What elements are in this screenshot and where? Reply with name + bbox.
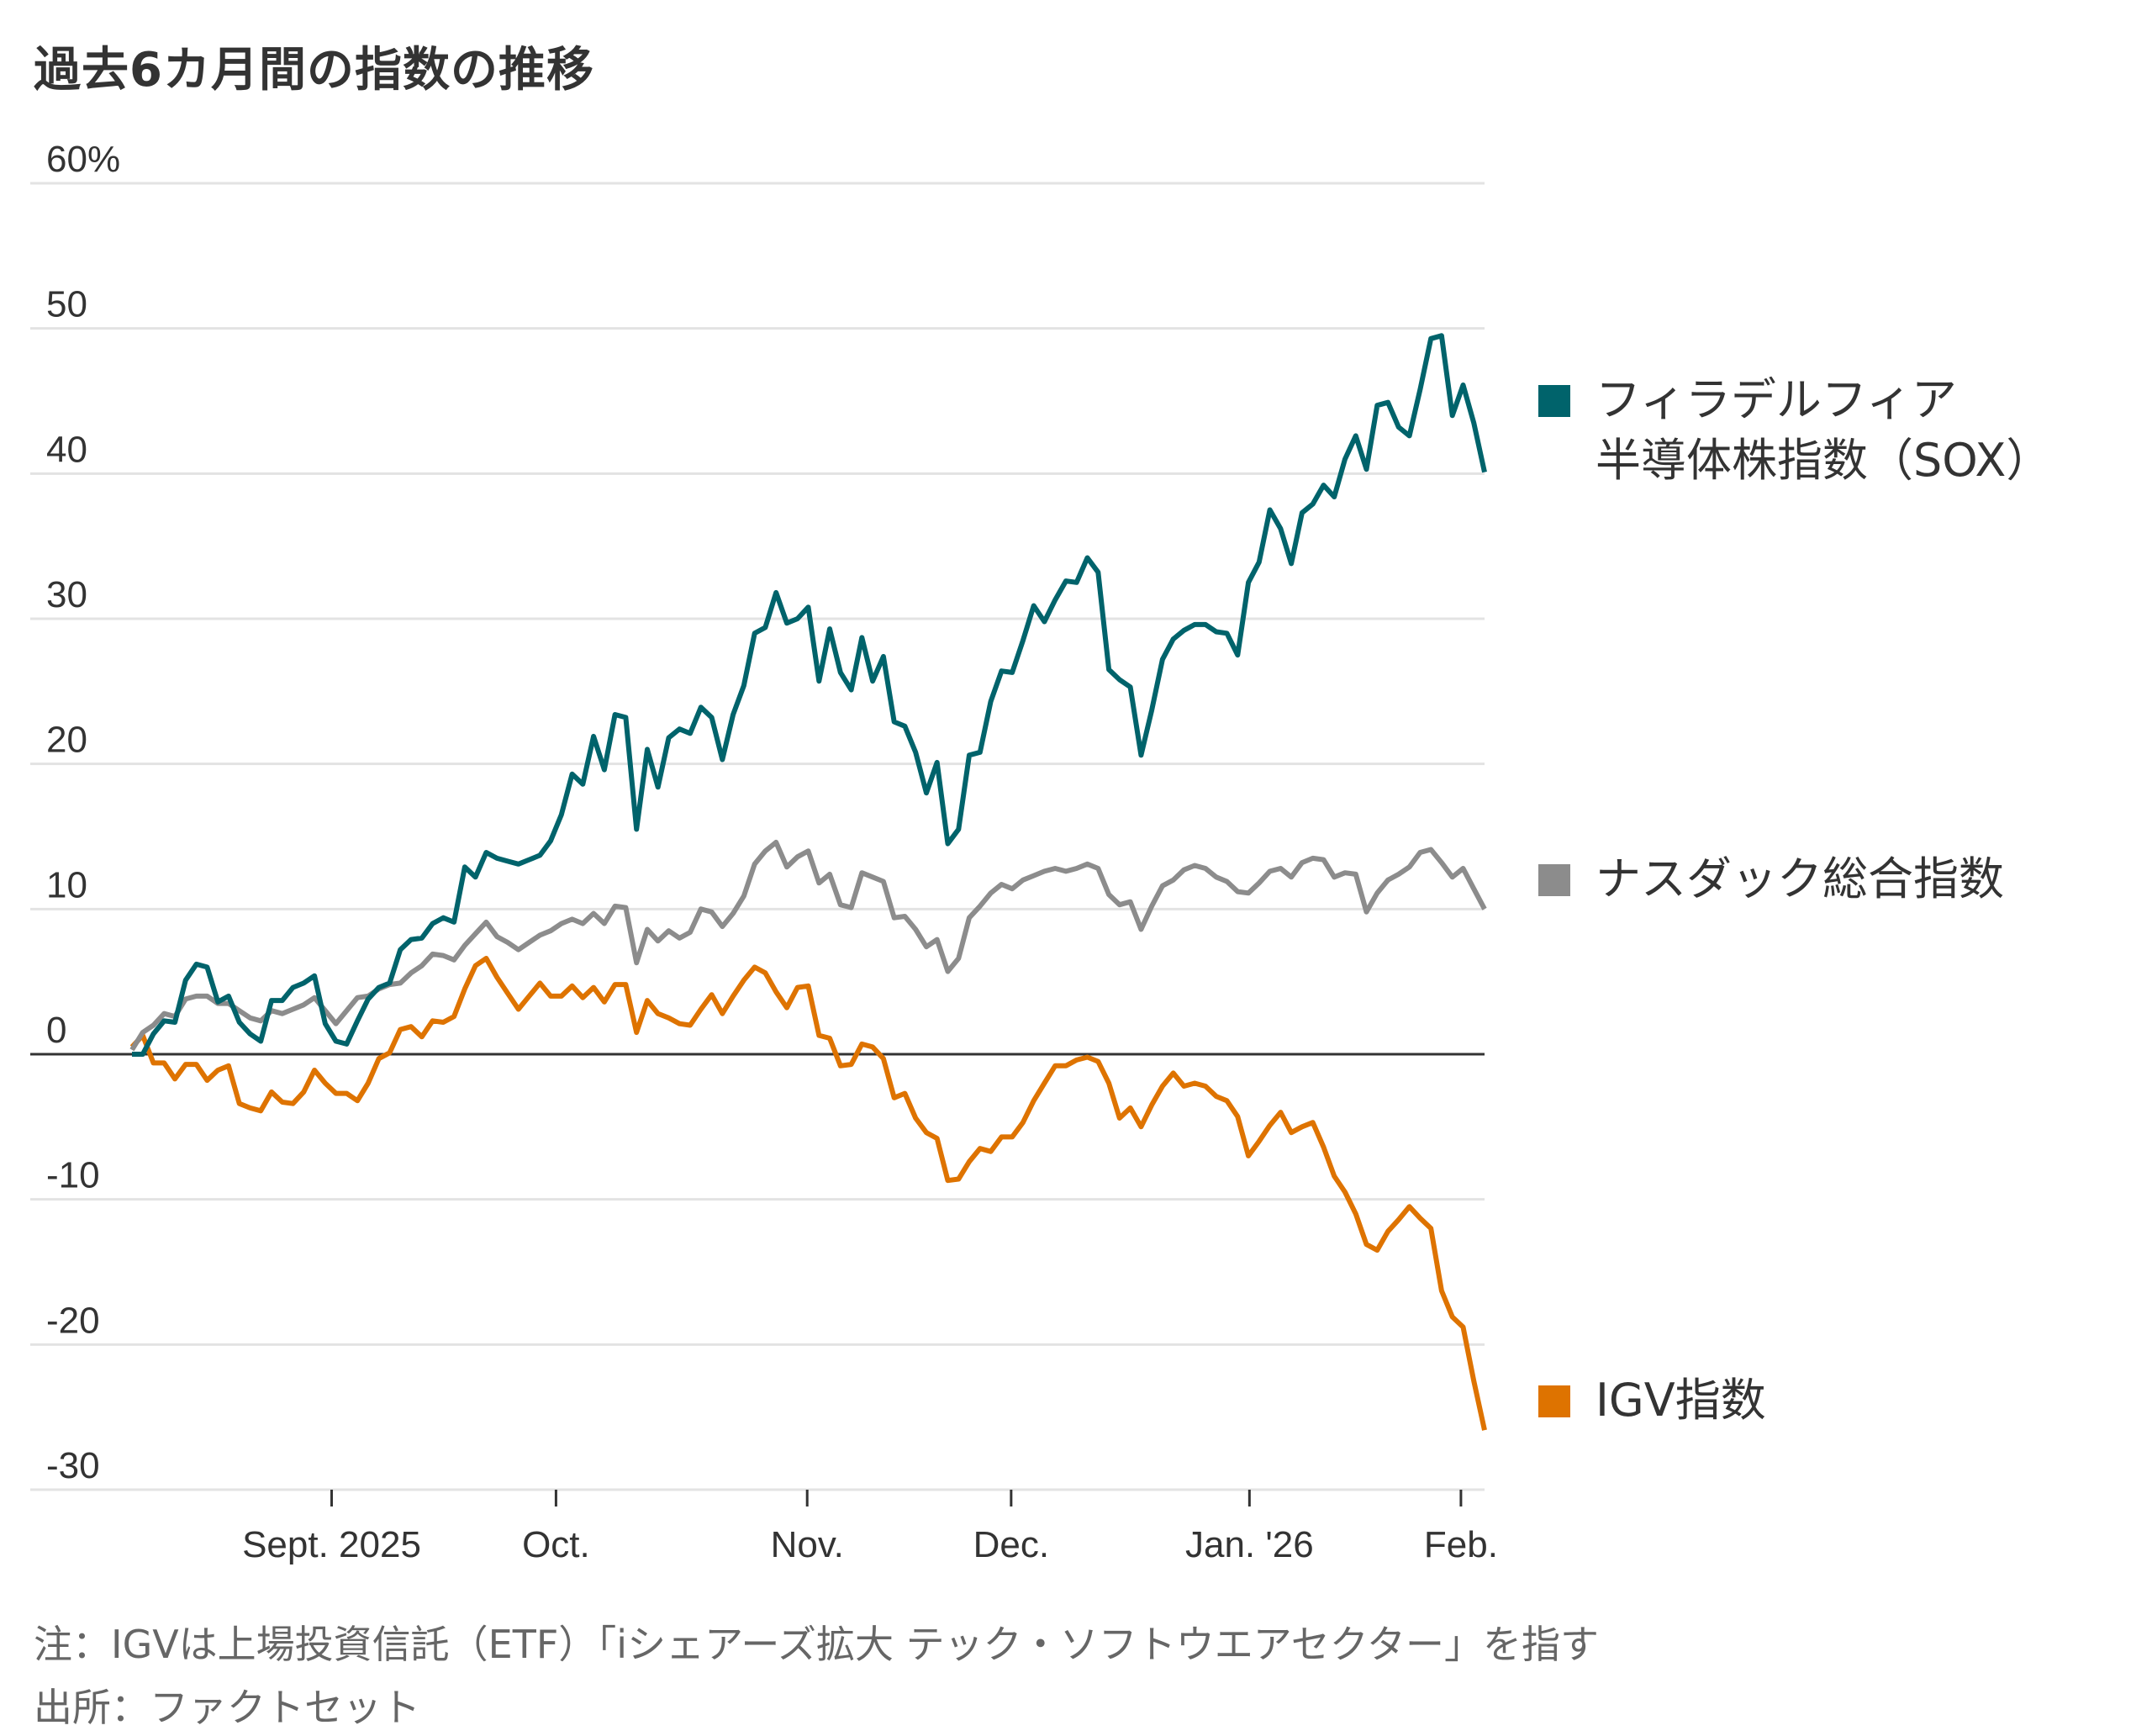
- legend-label-sox-line2: 半導体株指数（SOX）: [1596, 434, 2052, 487]
- x-tick-label: Nov.: [771, 1524, 844, 1565]
- legend-label-igv: IGV指数: [1596, 1374, 1766, 1427]
- y-tick-label: 50: [46, 284, 87, 325]
- y-tick-label: -10: [46, 1155, 100, 1196]
- legend-label-sox-line1: フィラデルフィア: [1596, 373, 1957, 426]
- y-tick-label: 60%: [46, 139, 120, 180]
- series-line-sox: [132, 333, 1487, 1057]
- y-tick-label: -30: [46, 1445, 100, 1486]
- series-line-igv: [129, 956, 1487, 1431]
- source-note: 出所：ファクトセット: [34, 1685, 420, 1730]
- series-line-nasdaq: [129, 839, 1487, 1052]
- chart-title: 過去6カ月間の指数の推移: [34, 43, 594, 98]
- y-axis-labels: 60% 50 40 30 20 10 0 -10 -20 -30: [46, 139, 120, 1486]
- legend-swatch-sox: [1538, 385, 1570, 417]
- legend-swatch-igv: [1538, 1385, 1570, 1417]
- x-tick-label: Sept. 2025: [242, 1524, 421, 1565]
- gridlines: [30, 182, 1485, 1491]
- footnote: 注：IGVは上場投資信託（ETF）「iシェアーズ拡大 テック・ソフトウエアセクタ…: [34, 1622, 1599, 1667]
- x-tick-label: Jan. '26: [1185, 1524, 1314, 1565]
- x-tick-label: Feb.: [1424, 1524, 1498, 1565]
- x-axis: Sept. 2025 Oct. Nov. Dec. Jan. '26 Feb.: [242, 1490, 1498, 1565]
- x-tick-label: Dec.: [973, 1524, 1049, 1565]
- y-tick-label: 0: [46, 1010, 66, 1051]
- y-tick-label: 10: [46, 864, 87, 905]
- legend-swatch-nasdaq: [1538, 864, 1570, 896]
- y-tick-label: -20: [46, 1300, 100, 1341]
- y-tick-label: 20: [46, 720, 87, 761]
- x-tick-label: Oct.: [522, 1524, 590, 1565]
- y-tick-label: 40: [46, 429, 87, 470]
- y-tick-label: 30: [46, 574, 87, 615]
- legend-label-nasdaq: ナスダック総合指数: [1596, 852, 2004, 905]
- series-lines: [129, 333, 1487, 1431]
